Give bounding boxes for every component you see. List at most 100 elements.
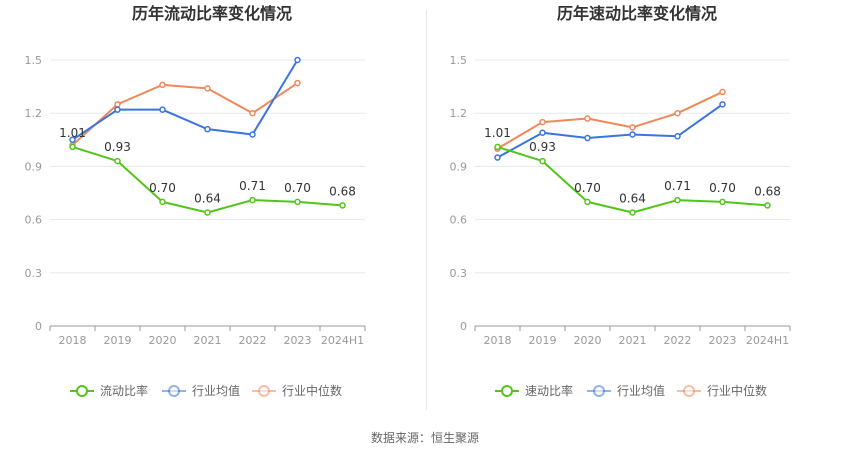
legend-marker-icon xyxy=(593,385,605,397)
industry-median-point xyxy=(629,124,636,131)
industry-mean-line xyxy=(71,59,299,141)
data-label: 1.01 xyxy=(59,126,86,140)
x-tick-label: 2020 xyxy=(149,334,177,347)
industry-mean-line xyxy=(497,103,724,159)
y-tick-label: 0 xyxy=(460,320,467,333)
y-tick-label: 0.3 xyxy=(25,267,43,280)
industry-mean-point xyxy=(249,131,256,138)
industry-mean-point xyxy=(539,129,546,136)
y-tick-label: 0.9 xyxy=(25,160,43,173)
industry-median-point xyxy=(584,115,591,122)
y-tick-label: 1.5 xyxy=(25,54,43,67)
legend-marker-icon xyxy=(76,385,88,397)
data-label: 0.68 xyxy=(754,184,781,198)
x-tick-label: 2023 xyxy=(709,334,737,347)
data-label: 0.70 xyxy=(709,181,736,195)
industry-median-point xyxy=(539,118,546,126)
y-tick-label: 0.3 xyxy=(450,267,468,280)
chart-quick-ratio-svg: 历年速动比率变化情况 0 0.3 0.6 0.9 1.2 1.5 2018 2019 2020 20… xyxy=(450,4,791,398)
x-tick-label: 2018 xyxy=(484,334,512,347)
company-ratio-point xyxy=(584,198,591,206)
data-label: 0.71 xyxy=(239,179,266,193)
industry-mean-point xyxy=(69,136,76,144)
y-tick-label: 0 xyxy=(35,320,42,333)
y-tick-label: 1.2 xyxy=(25,107,43,120)
legend-marker-icon xyxy=(501,385,513,397)
data-label: 0.70 xyxy=(574,181,601,195)
data-label: 0.68 xyxy=(329,184,356,198)
company-ratio-point xyxy=(159,198,166,206)
company-ratio-point xyxy=(494,143,501,151)
x-tick-label: 2018 xyxy=(59,334,87,347)
industry-median-point xyxy=(294,79,301,87)
industry-median-point xyxy=(719,88,726,96)
y-tick-label: 1.2 xyxy=(450,107,468,120)
company-ratio-point xyxy=(719,198,726,206)
y-tick-label: 0.9 xyxy=(450,160,468,173)
x-tick-label: 2021 xyxy=(619,334,647,347)
x-tick-label: 2019 xyxy=(104,334,132,347)
company-ratio-point xyxy=(674,196,681,204)
industry-median-point xyxy=(249,109,256,117)
legend-label: 行业均值 xyxy=(192,383,240,398)
industry-mean-point xyxy=(719,101,726,108)
industry-mean-point xyxy=(629,131,636,138)
data-label: 0.70 xyxy=(149,181,176,195)
chart-title: 历年速动比率变化情况 xyxy=(557,4,717,23)
industry-mean-point xyxy=(159,106,166,113)
industry-median-line xyxy=(496,91,723,150)
company-ratio-point xyxy=(249,196,256,204)
x-tick-label: 2024H1 xyxy=(321,334,364,347)
industry-median-point xyxy=(159,81,166,89)
data-label: 0.71 xyxy=(664,179,691,193)
company-ratio-point xyxy=(294,198,301,206)
company-ratio-point xyxy=(629,209,636,216)
industry-mean-point xyxy=(674,133,681,140)
data-label: 0.93 xyxy=(104,140,131,154)
x-tick-label: 2023 xyxy=(284,334,312,347)
industry-mean-point xyxy=(494,154,501,161)
industry-mean-point xyxy=(114,106,121,113)
data-label: 0.93 xyxy=(529,140,556,154)
data-label: 0.64 xyxy=(619,192,646,206)
x-tick-label: 2022 xyxy=(239,334,267,347)
x-tick-label: 2024H1 xyxy=(746,334,789,347)
legend-label: 行业中位数 xyxy=(282,383,342,398)
industry-mean-point xyxy=(294,56,301,64)
x-tick-label: 2019 xyxy=(529,334,557,347)
y-tick-label: 1.5 xyxy=(450,54,468,67)
legend-label: 速动比率 xyxy=(525,383,573,398)
data-label: 0.70 xyxy=(284,181,311,195)
industry-median-point xyxy=(204,85,211,92)
industry-mean-point xyxy=(204,125,211,133)
y-tick-label: 0.6 xyxy=(450,214,468,227)
legend-label: 行业均值 xyxy=(617,383,665,398)
company-ratio-point xyxy=(539,157,546,165)
legend-label: 流动比率 xyxy=(100,383,148,398)
company-ratio-point xyxy=(114,157,121,165)
chart-current-ratio-svg: 历年流动比率变化情况 0 0.3 0.6 0.9 1.2 1.5 2018 2019 2020 20… xyxy=(25,4,366,398)
industry-median-point xyxy=(114,101,121,108)
chart-current-ratio: 历年流动比率变化情况 0 0.3 0.6 0.9 1.2 1.5 2018 2019 2020 20… xyxy=(0,0,425,420)
chart-divider xyxy=(426,10,427,410)
company-ratio-point xyxy=(69,143,76,151)
legend-marker-icon xyxy=(258,385,270,397)
company-ratio-point xyxy=(764,202,771,209)
legend-label: 行业中位数 xyxy=(707,383,767,398)
legend-marker-icon xyxy=(168,385,180,397)
industry-median-point xyxy=(674,109,681,117)
industry-median-line xyxy=(71,82,299,146)
data-label: 1.01 xyxy=(484,126,511,140)
x-tick-label: 2022 xyxy=(664,334,692,347)
industry-mean-point xyxy=(584,134,591,142)
chart-title: 历年流动比率变化情况 xyxy=(132,4,292,23)
data-source-note: 数据来源：恒生聚源 xyxy=(370,431,479,445)
chart-quick-ratio: 历年速动比率变化情况 0 0.3 0.6 0.9 1.2 1.5 2018 2019 2020 20… xyxy=(425,0,850,420)
legend-marker-icon xyxy=(683,385,695,397)
company-ratio-point xyxy=(339,202,346,209)
company-ratio-point xyxy=(204,209,211,216)
x-tick-label: 2021 xyxy=(194,334,222,347)
x-tick-label: 2020 xyxy=(574,334,602,347)
y-tick-label: 0.6 xyxy=(25,214,43,227)
data-label: 0.64 xyxy=(194,192,221,206)
